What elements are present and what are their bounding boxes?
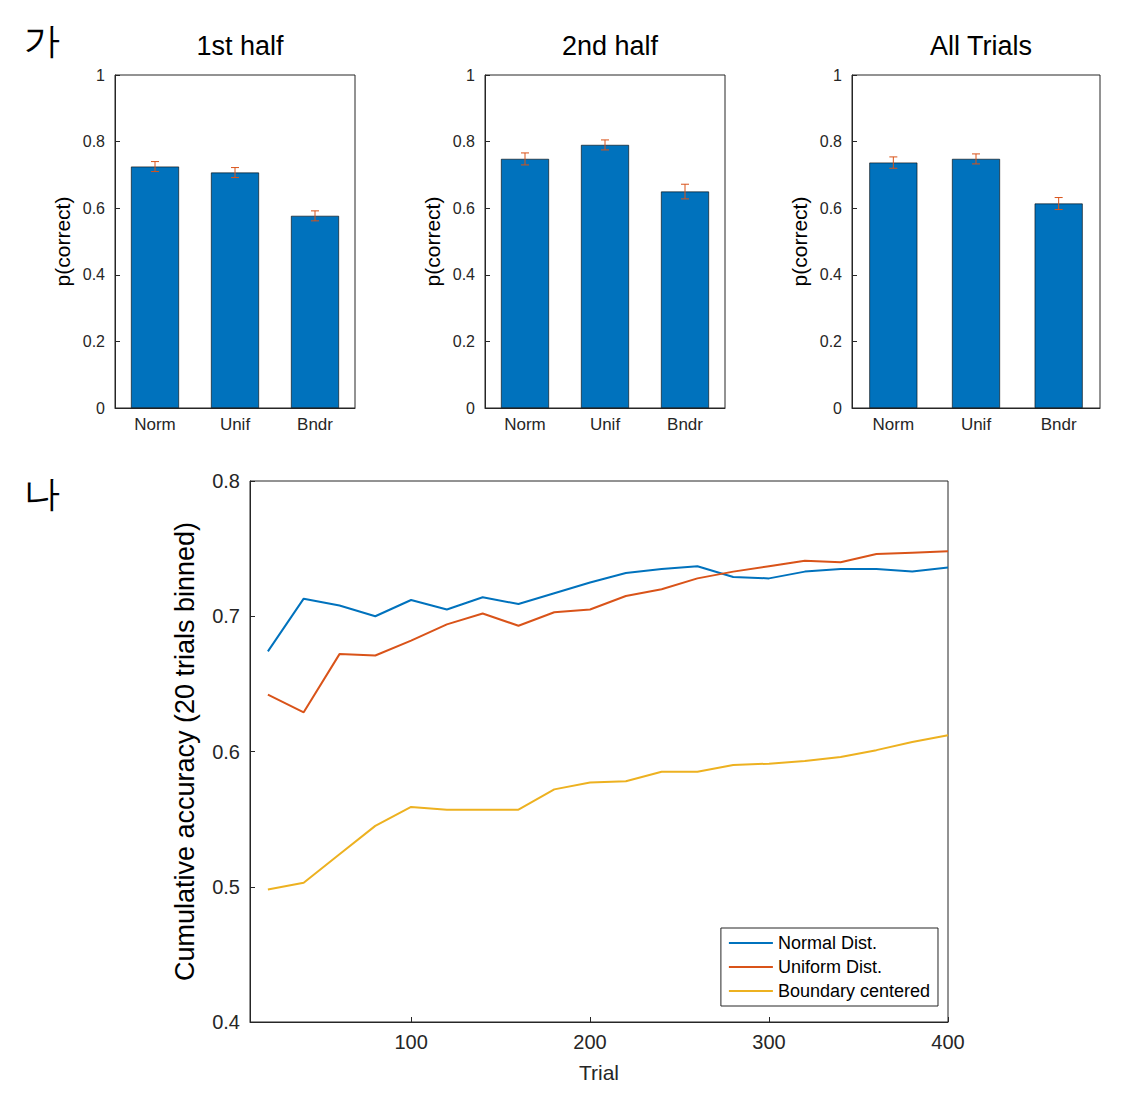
svg-text:0.2: 0.2 <box>453 333 475 350</box>
svg-text:Normal Dist.: Normal Dist. <box>778 933 877 953</box>
svg-text:가: 가 <box>24 20 60 61</box>
svg-text:Cumulative accuracy (20 trials: Cumulative accuracy (20 trials binned) <box>170 522 200 981</box>
svg-text:0.2: 0.2 <box>83 333 105 350</box>
svg-text:0.6: 0.6 <box>212 741 240 763</box>
svg-text:0.7: 0.7 <box>212 605 240 627</box>
svg-text:Bndr: Bndr <box>1041 415 1077 434</box>
svg-text:Norm: Norm <box>504 415 546 434</box>
svg-text:0.8: 0.8 <box>453 133 475 150</box>
svg-text:Boundary centered: Boundary centered <box>778 981 930 1001</box>
svg-text:1: 1 <box>833 67 842 84</box>
svg-text:All Trials: All Trials <box>930 31 1032 61</box>
svg-text:0.6: 0.6 <box>453 200 475 217</box>
svg-text:300: 300 <box>752 1031 785 1053</box>
svg-text:Uniform Dist.: Uniform Dist. <box>778 957 882 977</box>
svg-text:0.8: 0.8 <box>83 133 105 150</box>
svg-text:200: 200 <box>573 1031 606 1053</box>
svg-text:1st half: 1st half <box>196 31 284 61</box>
svg-text:0.4: 0.4 <box>453 266 475 283</box>
svg-text:0.6: 0.6 <box>83 200 105 217</box>
svg-text:Unif: Unif <box>961 415 992 434</box>
svg-text:0.8: 0.8 <box>820 133 842 150</box>
svg-text:Unif: Unif <box>220 415 251 434</box>
svg-text:2nd half: 2nd half <box>562 31 659 61</box>
svg-text:0.6: 0.6 <box>820 200 842 217</box>
svg-text:p(correct): p(correct) <box>421 197 444 287</box>
svg-text:0: 0 <box>96 400 105 417</box>
svg-text:p(correct): p(correct) <box>51 197 74 287</box>
svg-text:100: 100 <box>394 1031 427 1053</box>
svg-text:0: 0 <box>466 400 475 417</box>
svg-text:1: 1 <box>466 67 475 84</box>
svg-text:0.5: 0.5 <box>212 876 240 898</box>
svg-text:p(correct): p(correct) <box>788 197 811 287</box>
svg-text:0.8: 0.8 <box>212 470 240 492</box>
svg-text:0: 0 <box>833 400 842 417</box>
svg-text:0.2: 0.2 <box>820 333 842 350</box>
svg-text:0.4: 0.4 <box>83 266 105 283</box>
svg-text:400: 400 <box>931 1031 964 1053</box>
svg-text:0.4: 0.4 <box>212 1011 240 1033</box>
svg-text:나: 나 <box>24 473 60 514</box>
svg-text:Trial: Trial <box>579 1061 619 1084</box>
svg-text:Norm: Norm <box>873 415 915 434</box>
svg-text:Unif: Unif <box>590 415 621 434</box>
svg-text:Bndr: Bndr <box>297 415 333 434</box>
svg-text:1: 1 <box>96 67 105 84</box>
svg-text:Norm: Norm <box>134 415 176 434</box>
svg-text:0.4: 0.4 <box>820 266 842 283</box>
svg-text:Bndr: Bndr <box>667 415 703 434</box>
